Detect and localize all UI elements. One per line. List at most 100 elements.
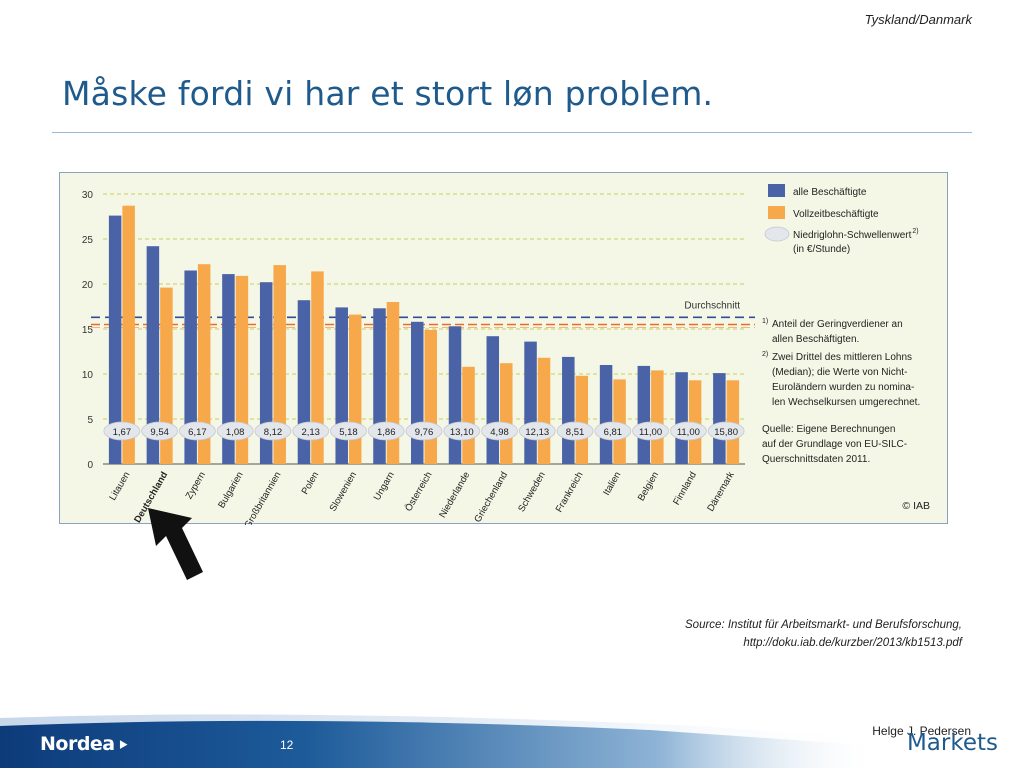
bar-vollzeitbeschaeftigte	[273, 265, 286, 464]
bar-vollzeitbeschaeftigte	[537, 357, 551, 464]
threshold-pill	[103, 421, 141, 441]
legend-swatch-threshold	[764, 226, 790, 242]
footnote-text: Zwei Drittel des mittleren Lohns	[772, 352, 912, 363]
source-note: Source: Institut für Arbeitsmarkt- und B…	[685, 616, 962, 652]
threshold-pill	[254, 421, 292, 441]
page-title: Måske fordi vi har et stort løn problem.	[62, 74, 714, 113]
chart-panel: 0 5 10 15 20 25 30 Durchschnitt 1,67 Litauen 9,54 D…	[59, 172, 948, 525]
threshold-value: 6,17	[188, 427, 207, 438]
legend-swatch-blue	[768, 184, 785, 197]
category-label: Polen	[300, 470, 322, 497]
bar-alle-beschaeftigte	[335, 307, 348, 464]
bar-vollzeitbeschaeftigte	[688, 380, 702, 464]
category-label: Frankreich	[554, 470, 586, 514]
legend-swatch-orange	[768, 206, 785, 219]
threshold-pill	[216, 421, 254, 441]
threshold-value: 1,67	[113, 427, 132, 438]
legend-label: (in €/Stunde)	[793, 244, 850, 255]
threshold-pill	[367, 421, 405, 441]
y-tick-label: 0	[87, 460, 93, 471]
category-label: Ungarn	[372, 470, 397, 502]
category-label: Italien	[601, 470, 623, 497]
threshold-pill	[481, 421, 518, 441]
bar-vollzeitbeschaeftigte	[424, 329, 437, 464]
legend-label: Niedriglohn-Schwellenwert	[793, 230, 912, 241]
threshold-value: 11,00	[639, 427, 662, 438]
y-tick-label: 20	[82, 280, 94, 291]
threshold-value: 13,10	[450, 427, 474, 438]
threshold-value: 12,13	[525, 427, 549, 438]
arrow-icon	[148, 508, 203, 580]
page-number: 12	[280, 738, 294, 752]
bar-vollzeitbeschaeftigte	[500, 363, 513, 464]
bar-vollzeitbeschaeftigte	[348, 314, 362, 464]
threshold-pill	[292, 421, 330, 441]
section-label: Tyskland/Danmark	[864, 12, 972, 27]
bar-alle-beschaeftigte	[524, 341, 537, 464]
bar-alle-beschaeftigte	[108, 215, 122, 464]
title-divider	[52, 132, 972, 133]
bar-vollzeitbeschaeftigte	[726, 380, 740, 464]
category-label: Niederlande	[437, 470, 472, 520]
bar-alle-beschaeftigte	[448, 326, 462, 464]
footnote-text: allen Beschäftigten.	[772, 334, 859, 345]
threshold-value: 8,51	[566, 427, 585, 438]
brand-mark-icon: ⯈	[117, 738, 129, 754]
bar-alle-beschaeftigte	[222, 274, 235, 464]
y-tick-label: 15	[82, 325, 94, 336]
footnote-text: len Wechselkursen umgerechnet.	[772, 397, 920, 408]
bar-alle-beschaeftigte	[599, 365, 613, 464]
category-label: Großbritannien	[242, 470, 283, 525]
threshold-value: 11,00	[677, 427, 700, 438]
threshold-pill	[405, 421, 443, 441]
category-label: Slowenien	[328, 470, 359, 513]
footnote-text: Euroländern wurden zu nomina-	[772, 382, 914, 393]
footnote-text: Anteil der Geringverdiener an	[772, 319, 903, 330]
threshold-value: 6,81	[604, 427, 623, 438]
chart-source-text: auf der Grundlage von EU-SILC-	[762, 439, 907, 450]
category-label: Belgien	[636, 470, 661, 503]
bar-vollzeitbeschaeftigte	[160, 287, 173, 464]
source-line-1: Source: Institut für Arbeitsmarkt- und B…	[685, 619, 962, 631]
category-label: Dänemark	[705, 470, 737, 514]
legend-label: alle Beschäftigte	[793, 187, 867, 198]
threshold-value: 4,98	[490, 427, 509, 438]
threshold-value: 2,13	[301, 427, 320, 438]
bar-alle-beschaeftigte	[373, 308, 386, 464]
bar-chart: 0 5 10 15 20 25 30 Durchschnitt 1,67 Litauen 9,54 D…	[82, 184, 930, 525]
y-tick-label: 10	[82, 370, 94, 381]
author-name: Helge J. Pedersen	[872, 724, 971, 738]
threshold-pill	[707, 421, 745, 441]
threshold-value: 1,08	[226, 427, 245, 438]
threshold-pill	[556, 421, 594, 441]
division-name: Markets	[906, 730, 998, 756]
bar-vollzeitbeschaeftigte	[197, 264, 211, 464]
category-label: Bulgarien	[216, 470, 246, 510]
category-label: Österreich	[403, 470, 434, 513]
bar-alle-beschaeftigte	[146, 246, 160, 464]
bar-vollzeitbeschaeftigte	[462, 366, 475, 464]
footnote-marker: 1)	[762, 318, 768, 325]
brand-name: Nordea	[40, 733, 115, 755]
threshold-value: 8,12	[264, 427, 283, 438]
threshold-pill	[330, 421, 367, 441]
footnote-text: (Median); die Werte von Nicht-	[772, 367, 907, 378]
bar-alle-beschaeftigte	[411, 321, 424, 464]
bar-alle-beschaeftigte	[486, 336, 500, 464]
threshold-pill	[443, 421, 481, 441]
bar-vollzeitbeschaeftigte	[311, 271, 324, 464]
threshold-value: 1,86	[377, 427, 396, 438]
threshold-value: 15,80	[714, 427, 738, 438]
average-label: Durchschnitt	[684, 300, 740, 311]
bar-alle-beschaeftigte	[637, 365, 651, 464]
threshold-value: 5,18	[339, 427, 358, 438]
bar-vollzeitbeschaeftigte	[122, 205, 135, 464]
y-tick-label: 30	[82, 190, 94, 201]
chart-source-text: Quelle: Eigene Berechnungen	[762, 424, 895, 435]
bar-alle-beschaeftigte	[713, 373, 726, 464]
chart-source-text: Querschnittsdaten 2011.	[762, 454, 870, 465]
bar-alle-beschaeftigte	[259, 282, 273, 464]
bar-alle-beschaeftigte	[184, 270, 197, 464]
bar-vollzeitbeschaeftigte	[613, 379, 626, 464]
category-label: Griechenland	[472, 470, 510, 524]
